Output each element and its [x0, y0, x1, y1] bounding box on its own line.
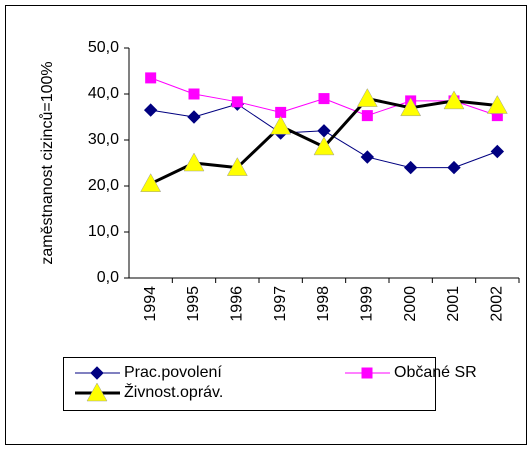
x-tick-label: 2002 — [489, 286, 506, 322]
y-tick-label: 40,0 — [88, 85, 119, 102]
x-tick-label: 2001 — [445, 286, 462, 322]
x-tick-label: 1994 — [142, 286, 159, 322]
data-point — [361, 110, 373, 122]
data-point — [143, 103, 158, 117]
y-tick-label: 10,0 — [88, 223, 119, 240]
y-tick-label: 20,0 — [88, 177, 119, 194]
data-point — [231, 96, 243, 108]
x-tick-label: 2000 — [402, 286, 419, 322]
legend-box — [63, 357, 436, 411]
data-point — [270, 115, 292, 135]
data-point — [486, 94, 508, 114]
y-tick-label: 0,0 — [97, 269, 119, 286]
legend-label: Prac.povolení — [124, 364, 222, 381]
x-tick-label: 1999 — [359, 286, 376, 322]
legend-marker — [90, 366, 104, 380]
data-point — [313, 136, 335, 156]
legend-label: Živnost.opráv. — [124, 382, 223, 401]
data-point — [187, 110, 201, 124]
data-point — [360, 150, 375, 164]
y-tick-label: 50,0 — [88, 39, 119, 56]
data-point — [183, 152, 205, 172]
data-point — [226, 157, 248, 176]
x-tick-label: 1998 — [315, 286, 332, 322]
data-point — [443, 90, 465, 110]
legend-marker — [361, 367, 373, 379]
data-point — [145, 72, 157, 84]
data-point — [356, 88, 378, 107]
legend-label: Občané SR — [394, 364, 477, 381]
y-axis-title: zaměstnanost cizinců=100% — [38, 61, 56, 264]
data-point — [490, 144, 505, 159]
x-tick-label: 1996 — [229, 286, 246, 322]
x-tick-label: 1997 — [272, 286, 289, 322]
data-point — [403, 160, 418, 175]
y-tick-label: 30,0 — [88, 131, 119, 148]
data-point — [447, 160, 461, 175]
x-tick-label: 1995 — [185, 286, 202, 322]
data-point — [140, 173, 162, 192]
data-point — [400, 97, 422, 117]
data-point — [188, 88, 200, 100]
legend-marker — [86, 382, 108, 402]
data-point — [318, 93, 330, 105]
